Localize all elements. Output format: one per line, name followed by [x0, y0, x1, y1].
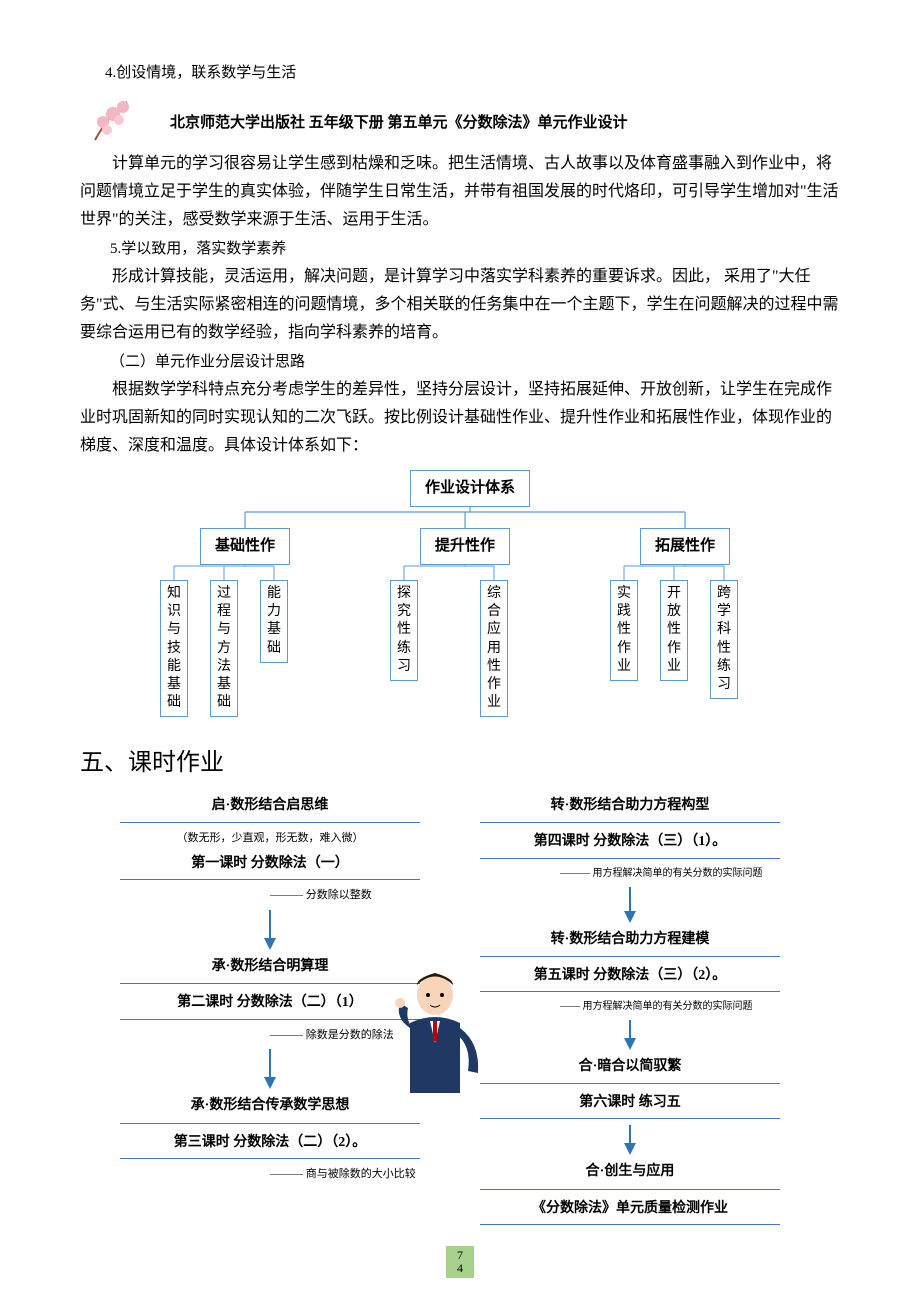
arrow-down-icon [260, 910, 280, 950]
tree-branch-0: 基础性作 [200, 528, 290, 565]
r4-title: 合·创生与应用 [480, 1159, 780, 1184]
r2-name: 第五课时 分数除法（三）（2）。 [480, 963, 780, 988]
tree-leaf-1-1: 综合应用性作业 [480, 580, 508, 717]
r2-title: 转·数形结合助力方程建模 [480, 927, 780, 952]
r3-name: 第六课时 练习五 [480, 1090, 780, 1115]
l1-sub: （数无形，少直观，形无数，难入微） [120, 829, 420, 849]
subsection-2: （二）单元作业分层设计思路 [80, 349, 840, 376]
hr [480, 956, 780, 957]
tree-branch-2: 拓展性作 [640, 528, 730, 565]
homework-design-tree: 作业设计体系 基础性作 提升性作 拓展性作 知识与技能基础 过程与方法基础 能力… [80, 470, 840, 730]
page-header-title: 北京师范大学出版社 五年级下册 第五单元《分数除法》单元作业设计 [170, 110, 628, 137]
r1-title: 转·数形结合助力方程构型 [480, 793, 780, 818]
lesson-flow: 启·数形结合启思维 （数无形，少直观，形无数，难入微） 第一课时 分数除法（一）… [80, 793, 840, 1243]
l2-title: 承·数形结合明算理 [120, 954, 420, 979]
r2-note: —— 用方程解决简单的有关分数的实际问题 [480, 998, 780, 1016]
hr [120, 1158, 420, 1159]
hr [480, 1083, 780, 1084]
tree-leaf-0-2: 能力基础 [260, 580, 288, 663]
l2-note: ——— 除数是分数的除法 [120, 1026, 420, 1046]
tree-branch-1: 提升性作 [420, 528, 510, 565]
l1-note: ——— 分数除以整数 [120, 886, 420, 906]
hr [480, 991, 780, 992]
l1-title: 启·数形结合启思维 [120, 793, 420, 818]
hr [120, 822, 420, 823]
lesson-col-right: 转·数形结合助力方程构型 第四课时 分数除法（三）（1）。 ——— 用方程解决简… [480, 793, 780, 1231]
hr [480, 822, 780, 823]
tree-leaf-0-1: 过程与方法基础 [210, 580, 238, 717]
l3-name: 第三课时 分数除法（二）（2）。 [120, 1130, 420, 1155]
hr [480, 1118, 780, 1119]
l3-title: 承·数形结合传承数学思想 [120, 1093, 420, 1118]
section-5-heading: 五、课时作业 [80, 742, 840, 785]
page-num-bottom-inbadge: 4 [446, 1262, 474, 1275]
r3-title: 合·暗合以简驭繁 [480, 1054, 780, 1079]
tree-leaf-0-0: 知识与技能基础 [160, 580, 188, 717]
arrow-down-icon [620, 1020, 640, 1050]
hr [480, 858, 780, 859]
hr [480, 1189, 780, 1190]
hr [120, 1019, 420, 1020]
r1-note: ——— 用方程解决简单的有关分数的实际问题 [480, 865, 780, 883]
tree-leaf-2-1: 开放性作业 [660, 580, 688, 681]
r1-name: 第四课时 分数除法（三）（1）。 [480, 829, 780, 854]
tree-leaf-2-2: 跨学科性练习 [710, 580, 738, 699]
l3-note: ——— 商与被除数的大小比较 [120, 1165, 420, 1185]
page-number-badge: 7 4 [0, 1246, 920, 1283]
l2-name: 第二课时 分数除法（二）（1） [120, 990, 420, 1015]
cherry-blossom-icon [85, 92, 145, 142]
hr [120, 983, 420, 984]
hr [120, 879, 420, 880]
top-item-4: 4.创设情境，联系数学与生活 [105, 60, 296, 87]
tree-leaf-2-0: 实践性作业 [610, 580, 638, 681]
final-assessment: 《分数除法》单元质量检测作业 [480, 1196, 780, 1221]
arrow-down-icon [620, 1125, 640, 1155]
paragraph-1: 计算单元的学习很容易让学生感到枯燥和乏味。把生活情境、古人故事以及体育盛事融入到… [80, 150, 840, 234]
hr [120, 1123, 420, 1124]
arrow-down-icon [260, 1049, 280, 1089]
paragraph-2: 形成计算技能，灵活运用，解决问题，是计算学习中落实学科素养的重要诉求。因此， 采… [80, 263, 840, 347]
hr [480, 1224, 780, 1225]
lesson-col-left: 启·数形结合启思维 （数无形，少直观，形无数，难入微） 第一课时 分数除法（一）… [120, 793, 420, 1184]
item-5: 5.学以致用，落实数学素养 [80, 236, 840, 263]
arrow-down-icon [620, 887, 640, 923]
document-body: 计算单元的学习很容易让学生感到枯燥和乏味。把生活情境、古人故事以及体育盛事融入到… [80, 150, 840, 1243]
l1-name: 第一课时 分数除法（一） [120, 851, 420, 876]
tree-leaf-1-0: 探究性练习 [390, 580, 418, 681]
teacher-illustration-icon [380, 963, 490, 1103]
tree-root: 作业设计体系 [410, 470, 530, 507]
paragraph-3: 根据数学学科特点充分考虑学生的差异性，坚持分层设计，坚持拓展延伸、开放创新，让学… [80, 376, 840, 460]
